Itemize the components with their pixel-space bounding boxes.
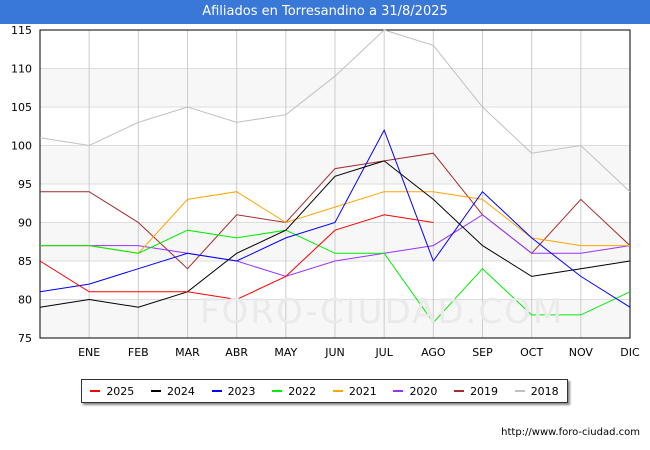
legend-label: 2024	[166, 384, 195, 398]
x-tick-label: AGO	[421, 346, 446, 359]
legend-label: 2019	[470, 384, 499, 398]
x-tick-label: DIC	[620, 346, 640, 359]
legend-item-2023: 2023	[211, 384, 256, 398]
watermark: FORO-CIUDAD.COM	[200, 292, 565, 332]
series-line-2023	[39, 128, 631, 308]
x-tick-label: ENE	[78, 346, 100, 359]
legend-item-2025: 2025	[90, 385, 134, 398]
x-tick-label: JUL	[374, 346, 393, 359]
y-tick-label: 105	[11, 101, 32, 114]
legend-label: 2023	[227, 384, 256, 398]
x-tick-label: JUN	[324, 346, 345, 359]
legend-label: 2025	[106, 384, 135, 398]
x-tick-label: FEB	[128, 346, 149, 359]
series-line-2022	[40, 229, 631, 324]
legend-item-2020: 2020	[393, 385, 437, 398]
legend-swatch	[514, 390, 525, 392]
legend-item-2024: 2024	[150, 384, 195, 398]
legend-label: 2018	[530, 384, 559, 398]
chart-title: Afiliados en Torresandino a 31/8/2025	[0, 0, 650, 24]
series-line-2018	[39, 29, 631, 193]
series-line-2024	[39, 160, 631, 308]
legend-swatch	[90, 390, 101, 392]
legend-item-2018: 2018	[514, 384, 559, 398]
x-tick-label: OCT	[520, 346, 543, 359]
legend-swatch	[332, 390, 343, 392]
legend-swatch	[272, 390, 283, 392]
legend-label: 2022	[288, 384, 317, 398]
legend-swatch	[393, 390, 404, 392]
y-tick-label: 90	[18, 217, 32, 230]
legend-swatch	[211, 390, 222, 392]
legend: 2025 2024 2023 2022 2021 2020 2019 2018	[81, 379, 568, 403]
legend-item-2022: 2022	[272, 385, 316, 398]
legend-label: 2020	[409, 384, 438, 398]
x-tick-label: NOV	[569, 346, 594, 359]
legend-item-2021: 2021	[332, 384, 377, 398]
series-line-2025	[39, 214, 434, 301]
y-tick-label: 110	[11, 63, 32, 76]
x-tick-label: MAR	[175, 346, 200, 359]
y-tick-label: 95	[18, 178, 32, 191]
plot-frame	[39, 29, 631, 339]
legend-label: 2021	[348, 384, 377, 398]
x-tick-label: ABR	[225, 346, 248, 359]
legend-swatch	[150, 390, 161, 392]
legend-swatch	[454, 390, 465, 392]
y-tick-label: 80	[18, 294, 32, 307]
x-tick-label: SEP	[472, 346, 493, 359]
legend-item-2019: 2019	[454, 385, 498, 398]
x-tick-label: MAY	[274, 346, 297, 359]
series-line-2020	[40, 214, 631, 277]
source-url[interactable]: http://www.foro-ciudad.com	[501, 427, 640, 438]
y-tick-label: 100	[11, 140, 32, 153]
y-tick-label: 85	[18, 255, 32, 268]
y-tick-label: 115	[11, 24, 32, 37]
y-tick-label: 75	[18, 332, 32, 345]
